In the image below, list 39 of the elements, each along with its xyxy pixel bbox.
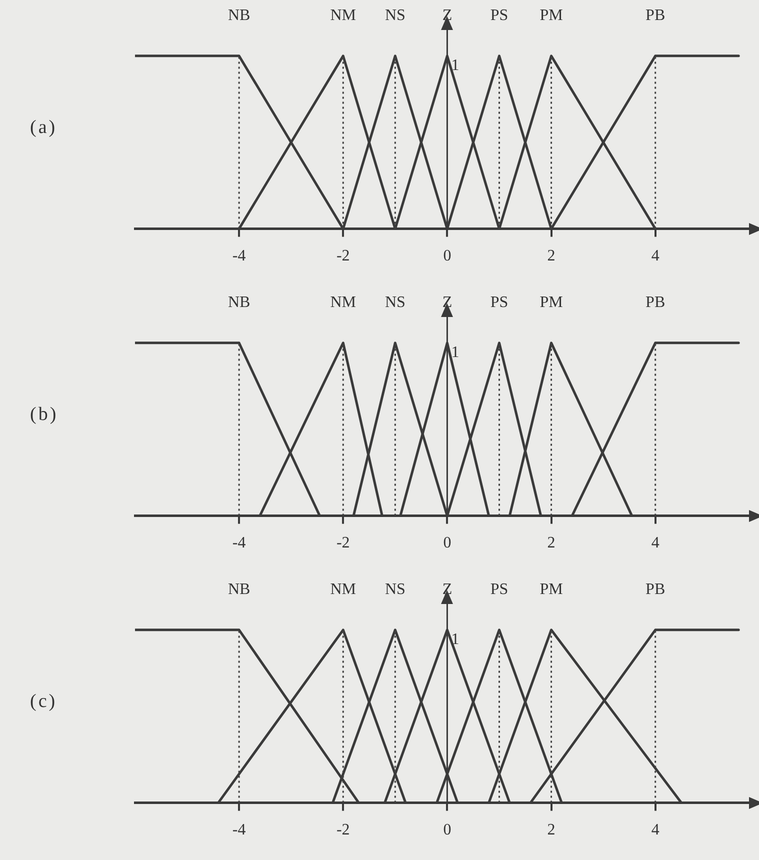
legend-label: PS [490,294,508,312]
x-tick-label: 4 [651,822,660,839]
text: NM [330,581,356,598]
x-tick-label: 4 [651,534,660,552]
x-tick-label: 2 [547,534,556,552]
annotation: 1 [451,631,460,648]
series-label: NB [228,7,250,24]
text: PM [540,581,563,598]
text: NM [330,294,356,312]
x-tick-label: 4 [651,248,660,265]
text: PM [540,7,563,24]
text: NS [384,581,406,598]
annotation: 1 [451,344,460,362]
annotation: 1 [451,57,460,74]
x-tick-label: -2 [336,248,350,265]
series-label: NB [228,581,250,598]
x-tick-label: -4 [232,822,246,839]
text: (c) [30,691,58,714]
series-label: PB [646,581,666,598]
x-tick-label: 2 [547,822,556,839]
text: (a) [30,117,58,140]
text: (b) [30,404,58,426]
x-tick-label: -4 [232,248,246,265]
legend-label: PS [490,581,508,598]
x-tick-label: 0 [443,248,452,265]
x-tick-label: -4 [232,534,246,552]
series-label: PB [646,294,666,312]
text: NS [384,7,406,24]
x-tick-label: -2 [336,822,350,839]
x-tick-label: 2 [547,248,556,265]
series-label: PB [646,7,666,24]
x-tick-label: 0 [443,822,452,839]
text: NS [384,294,406,312]
legend-label: PS [490,7,508,24]
x-tick-label: 0 [443,534,452,552]
text: NM [330,7,356,24]
series-label: NB [228,294,250,312]
x-tick-label: -2 [336,534,350,552]
text: PM [540,294,563,312]
